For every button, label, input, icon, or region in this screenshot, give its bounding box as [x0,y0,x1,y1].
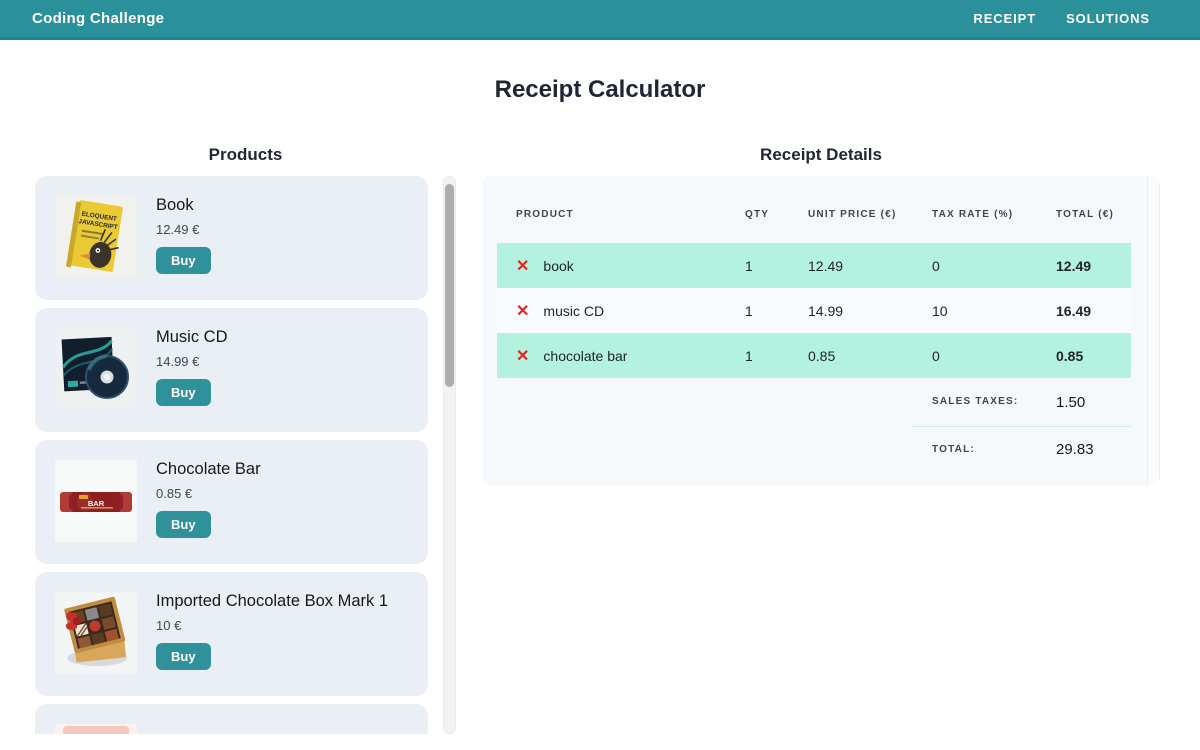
buy-button-music-cd[interactable]: Buy [156,379,211,406]
book-product-image: ELOQUENT JAVASCRIPT [55,196,137,278]
chocolate-bar-photo-icon: BAR [55,460,137,542]
row-qty: 1 [745,347,753,364]
product-card-chocolate-bar: BAR Chocolate Bar 0.85 € Buy [35,440,428,564]
row-unit-price: 0.85 [808,347,836,364]
receipt-row-chocolate-bar: ✕ chocolate bar 1 0.85 0 0.85 [497,333,1131,378]
partial-product-image [55,724,137,734]
sales-taxes-value: 1.50 [1056,393,1086,411]
product-name: Music CD [156,328,228,346]
column-header-unit-price: Unit Price (€) [808,208,897,220]
product-card-partial [35,704,428,734]
row-product-name: music CD [543,302,605,319]
products-list: ELOQUENT JAVASCRIPT Book [35,176,456,734]
product-name: Chocolate Bar [156,460,261,478]
row-product-name: chocolate bar [543,347,628,364]
receipt-heading: Receipt Details [760,145,882,164]
product-name: Imported Chocolate Box Mark 1 [156,592,389,610]
navbar: Coding Challenge RECEIPT SOLUTIONS [0,0,1200,40]
product-name: Book [156,196,194,214]
total-value: 29.83 [1056,441,1094,458]
brand-title[interactable]: Coding Challenge [32,10,165,27]
chocolate-bar-product-image: BAR [55,460,137,542]
row-tax-rate: 0 [932,347,940,364]
music-cd-product-image [55,328,137,410]
nav-link-solutions[interactable]: SOLUTIONS [1066,11,1150,26]
row-total: 12.49 [1056,257,1092,274]
column-header-qty: Qty [745,208,770,220]
sales-taxes-label: Sales Taxes: [932,396,1019,407]
nav-link-receipt[interactable]: RECEIPT [973,11,1037,26]
chocolate-box-photo-icon [55,592,137,674]
row-tax-rate: 0 [932,257,940,274]
sales-taxes-row: Sales Taxes: 1.50 [497,378,1131,426]
product-price: 0.85 € [156,486,193,501]
products-scrollbar-thumb[interactable] [445,184,454,387]
products-heading: Products [208,145,283,164]
receipt-panel: Product Qty Unit Price (€) Tax Rate (%) … [482,176,1160,486]
receipt-scrollbar-track[interactable] [1147,176,1160,486]
row-product-name: book [543,257,574,274]
row-total: 0.85 [1056,347,1084,364]
row-qty: 1 [745,257,753,274]
row-unit-price: 14.99 [808,302,844,319]
product-price: 10 € [156,618,182,633]
row-tax-rate: 10 [932,302,948,319]
products-scrollbar-track[interactable] [443,176,456,734]
chocolate-box-product-image [55,592,137,674]
delete-row-icon[interactable]: ✕ [516,257,530,275]
delete-row-icon[interactable]: ✕ [516,302,530,320]
total-label: Total: [932,443,975,455]
music-cd-photo-icon [55,328,137,410]
buy-button-book[interactable]: Buy [156,247,211,274]
column-header-total: Total (€) [1056,208,1115,220]
page-title: Receipt Calculator [494,76,706,103]
buy-button-chocolate-box[interactable]: Buy [156,643,211,670]
summary-divider [912,426,1131,427]
svg-text:BAR: BAR [88,499,105,508]
product-price: 14.99 € [156,354,200,369]
receipt-section: Receipt Details Product Qty Unit Price (… [482,104,1160,734]
product-price: 12.49 € [156,222,200,237]
receipt-row-music-cd: ✕ music CD 1 14.99 10 16.49 [497,288,1131,333]
delete-row-icon[interactable]: ✕ [516,347,530,365]
receipt-table-header: Product Qty Unit Price (€) Tax Rate (%) … [497,176,1131,243]
column-header-product: Product [516,208,574,220]
product-card-book: ELOQUENT JAVASCRIPT Book [35,176,428,300]
row-unit-price: 12.49 [808,257,844,274]
product-card-imported-chocolate-box: Imported Chocolate Box Mark 1 10 € Buy [35,572,428,696]
row-total: 16.49 [1056,302,1092,319]
row-qty: 1 [745,302,753,319]
products-section: Products ELOQUENT JAVASCRIPT [35,104,456,734]
book-photo-icon: ELOQUENT JAVASCRIPT [55,196,137,278]
total-row: Total: 29.83 [497,427,1131,472]
buy-button-chocolate-bar[interactable]: Buy [156,511,211,538]
column-header-tax-rate: Tax Rate (%) [932,208,1014,220]
partial-product-photo-icon [55,724,137,734]
product-card-music-cd: Music CD 14.99 € Buy [35,308,428,432]
nav-links: RECEIPT SOLUTIONS [973,11,1150,26]
receipt-row-book: ✕ book 1 12.49 0 12.49 [497,243,1131,288]
